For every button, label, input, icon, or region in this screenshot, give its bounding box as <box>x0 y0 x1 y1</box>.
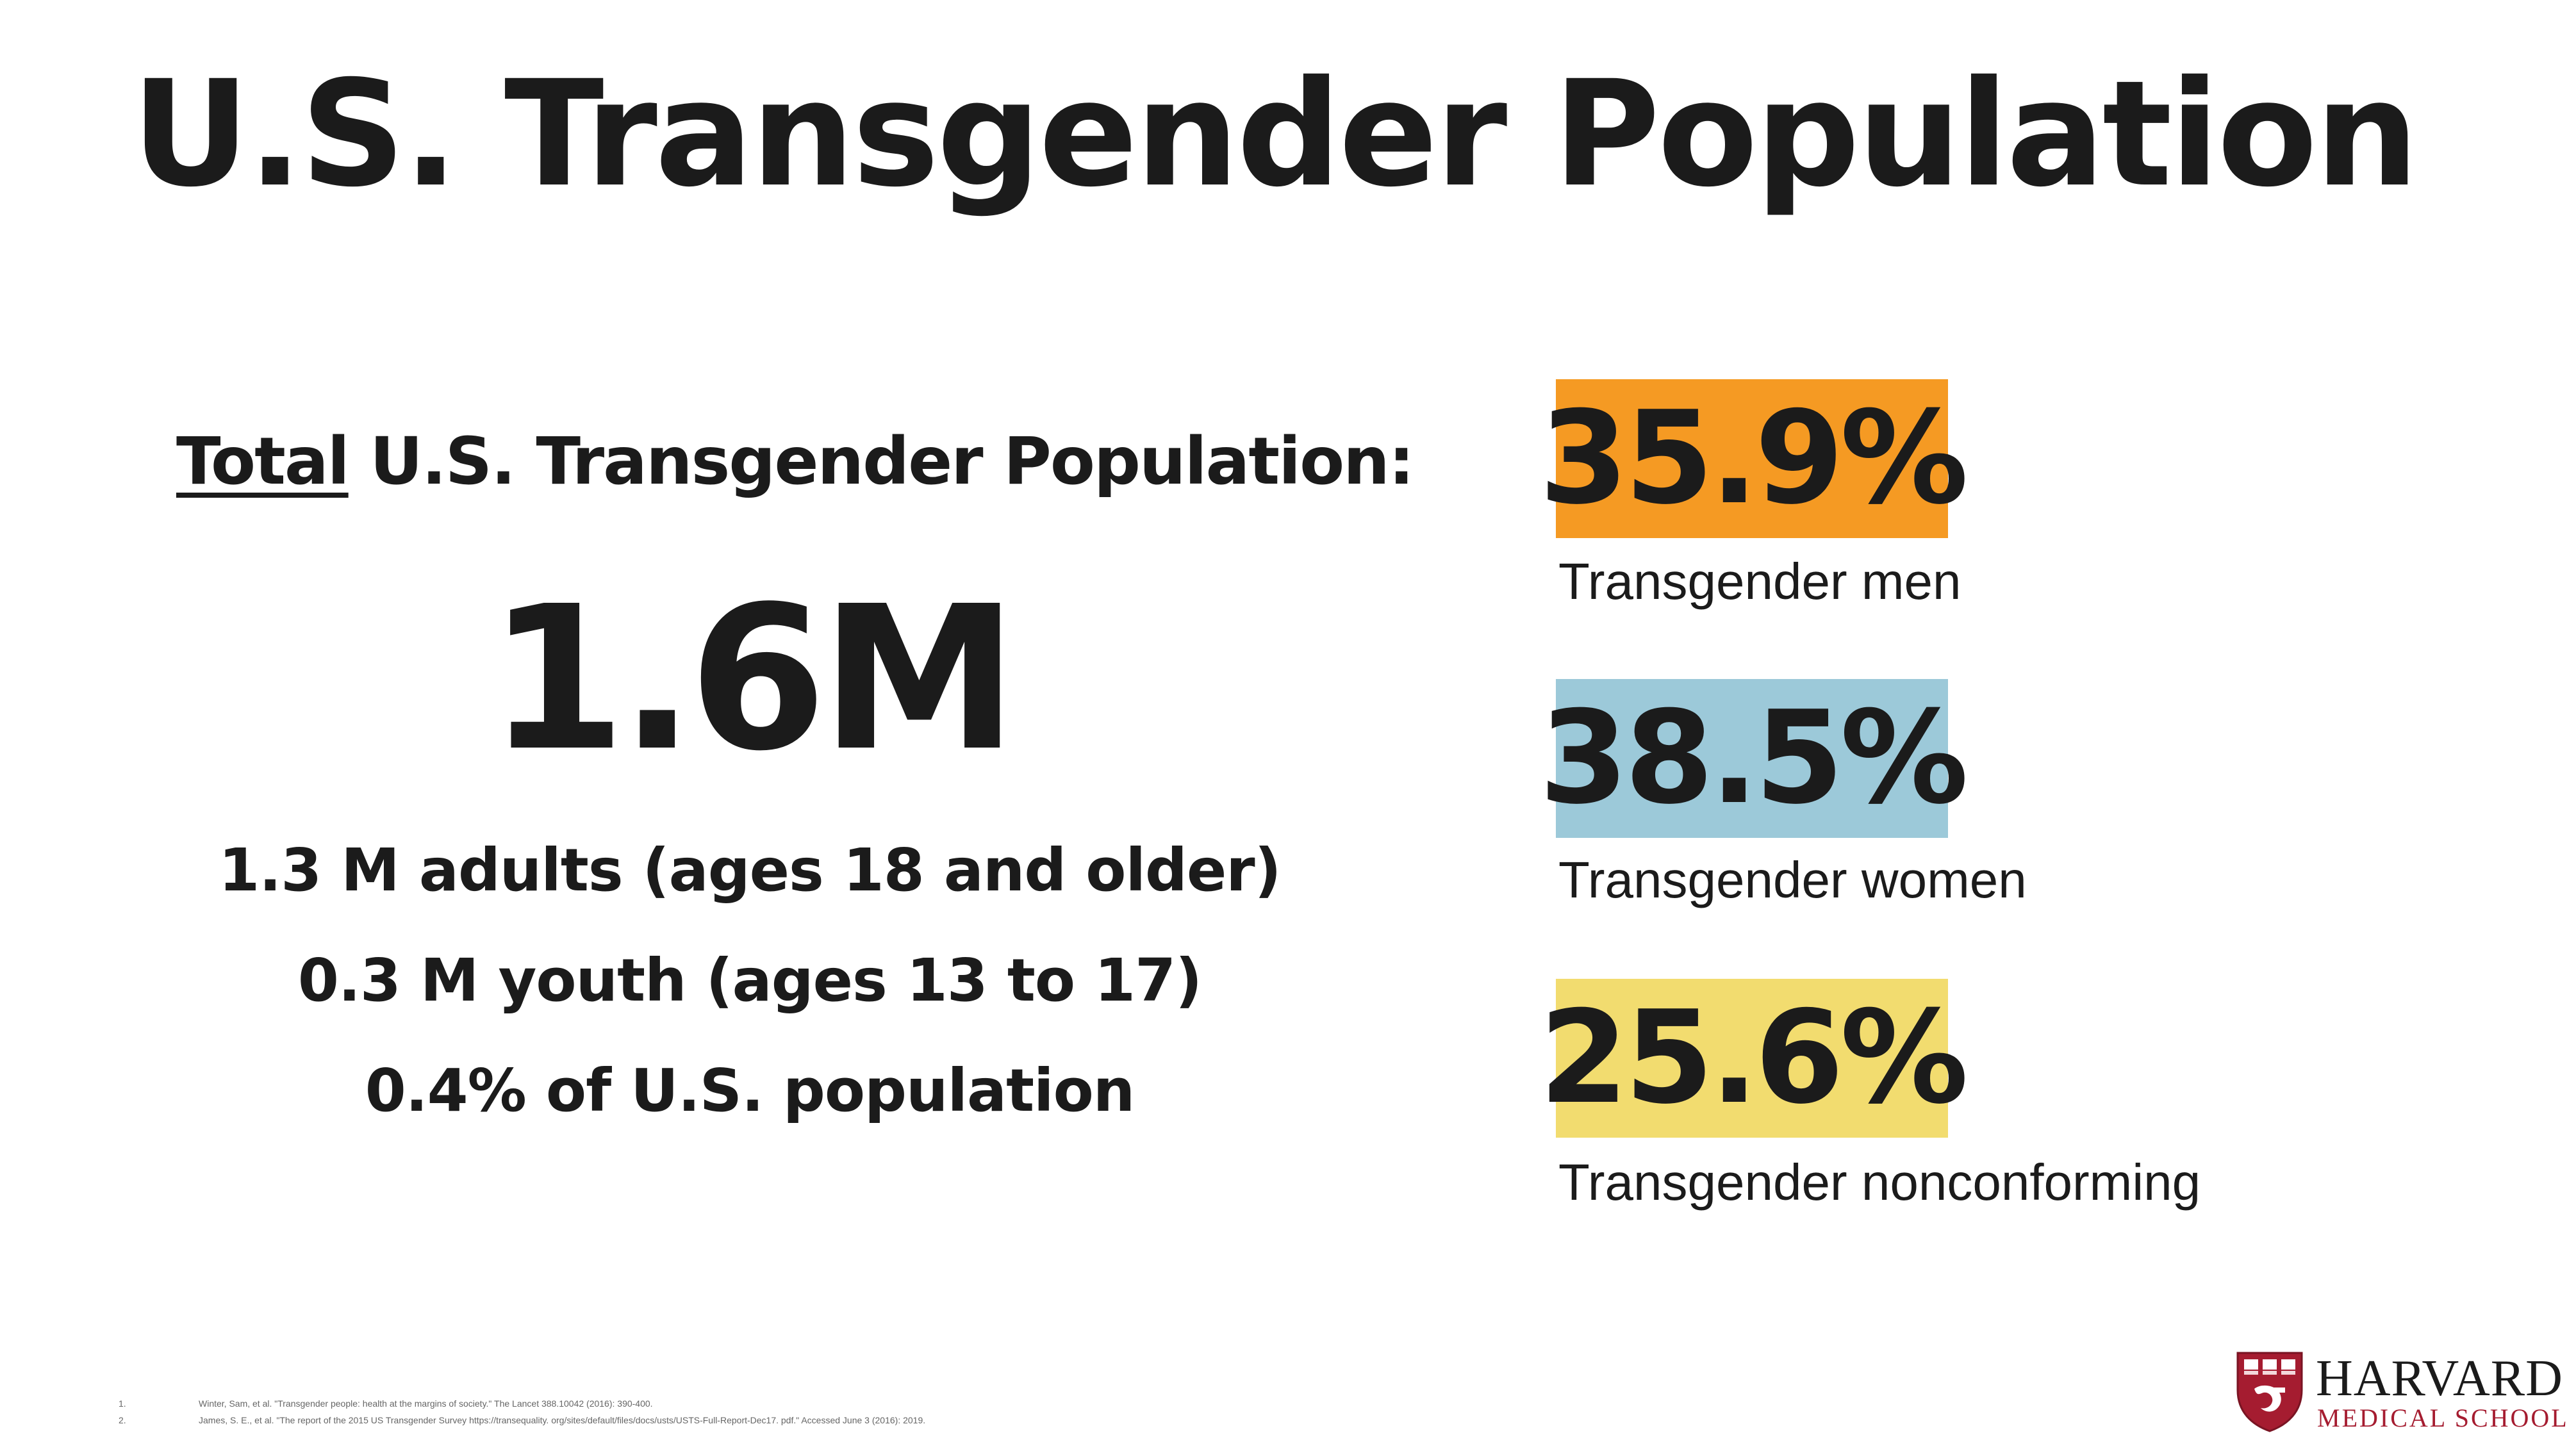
logo-line-2: MEDICAL SCHOOL <box>2317 1404 2569 1432</box>
population-share-line: 0.4% of U.S. population <box>365 1056 1135 1125</box>
stat-nonconforming-box: 25.6% <box>1539 979 1969 1138</box>
stat-nonconforming-label: Transgender nonconforming <box>1558 1154 2201 1211</box>
stat-men-label: Transgender men <box>1558 553 1961 610</box>
page-title: U.S. Transgender Population <box>131 49 2419 219</box>
total-heading: Total U.S. Transgender Population: <box>176 423 1415 501</box>
adults-line: 1.3 M adults (ages 18 and older) <box>219 836 1281 905</box>
harvard-medical-school-logo: HARVARD MEDICAL SCHOOL <box>2235 1350 2567 1435</box>
stat-women-box: 38.5% <box>1539 679 1969 838</box>
total-heading-underlined: Total <box>176 423 350 500</box>
harvard-shield-icon <box>2236 1352 2303 1432</box>
logo-line-1: HARVARD <box>2316 1350 2563 1407</box>
total-value: 1.6M <box>488 564 1018 795</box>
total-heading-rest: U.S. Transgender Population: <box>348 423 1414 500</box>
youth-line: 0.3 M youth (ages 13 to 17) <box>297 946 1202 1015</box>
footnotes: 1. Winter, Sam, et al. "Transgender peopl… <box>119 1395 925 1429</box>
footnote-2: 2. James, S. E., et al. "The report of th… <box>119 1415 926 1425</box>
stat-women-label: Transgender women <box>1558 851 2027 908</box>
footnote-1: 1. Winter, Sam, et al. "Transgender peopl… <box>119 1398 653 1409</box>
stat-men-box: 35.9% <box>1539 379 1969 538</box>
